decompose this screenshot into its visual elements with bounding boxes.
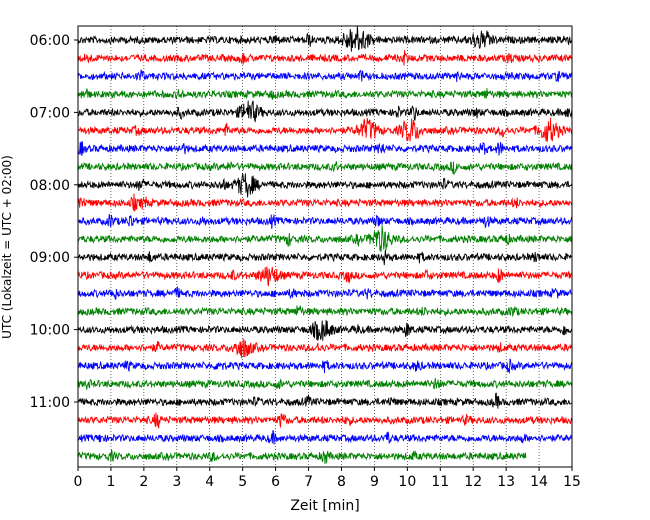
x-tick-label: 13	[497, 474, 515, 490]
y-tick-label: 08:00	[30, 178, 70, 194]
x-tick-label: 0	[74, 474, 83, 490]
x-tick-label: 10	[398, 474, 416, 490]
seismic-trace	[77, 412, 573, 429]
x-tick-label: 1	[106, 474, 115, 490]
seismic-trace	[77, 50, 573, 66]
seismic-trace	[77, 100, 573, 123]
seismic-trace	[77, 286, 573, 301]
x-tick-label: 9	[370, 474, 379, 490]
seismic-trace	[77, 193, 573, 213]
seismic-trace	[77, 378, 573, 390]
x-axis-ticks: 0 1 2 3 4 5 6 7 8 9 10 11 12 13 14 15	[74, 467, 581, 490]
seismic-trace	[77, 141, 573, 156]
x-tick-label: 11	[431, 474, 449, 490]
seismic-trace	[77, 117, 573, 142]
y-axis-ticks: 06:00 07:00 08:00 09:00 10:00 11:00	[30, 33, 78, 411]
x-tick-label: 8	[337, 474, 346, 490]
x-tick-label: 7	[304, 474, 313, 490]
y-tick-label: 07:00	[30, 105, 70, 121]
seismic-trace	[77, 358, 573, 374]
x-tick-label: 15	[563, 474, 581, 490]
y-tick-label: 10:00	[30, 323, 70, 339]
seismic-trace	[77, 392, 573, 409]
seismic-trace	[77, 173, 573, 198]
seismic-trace	[77, 214, 573, 229]
seismic-trace	[77, 25, 573, 52]
seismic-trace	[77, 430, 573, 445]
x-tick-label: 4	[205, 474, 214, 490]
x-tick-label: 6	[271, 474, 280, 490]
plot-frame	[77, 25, 573, 468]
seismic-traces	[77, 25, 573, 465]
x-tick-label: 2	[139, 474, 148, 490]
seismic-trace	[77, 338, 573, 359]
seismic-trace	[77, 266, 573, 287]
x-tick-label: 14	[530, 474, 548, 490]
seismic-trace	[77, 160, 573, 176]
seismic-trace	[77, 249, 573, 266]
y-tick-label: 09:00	[30, 250, 70, 266]
seismic-trace	[77, 448, 527, 465]
seismic-trace	[77, 88, 573, 100]
y-tick-label: 06:00	[30, 33, 70, 49]
x-tick-label: 3	[172, 474, 181, 490]
seismic-trace	[77, 69, 573, 82]
seismic-trace	[77, 319, 573, 341]
x-tick-label: 5	[238, 474, 247, 490]
seismic-trace	[77, 305, 573, 318]
x-axis-label: Zeit [min]	[290, 498, 359, 514]
y-tick-label: 11:00	[30, 395, 70, 411]
x-tick-label: 12	[464, 474, 482, 490]
seismic-trace	[77, 225, 573, 253]
y-axis-label: UTC (Lokalzeit = UTC + 02:00)	[0, 155, 14, 339]
